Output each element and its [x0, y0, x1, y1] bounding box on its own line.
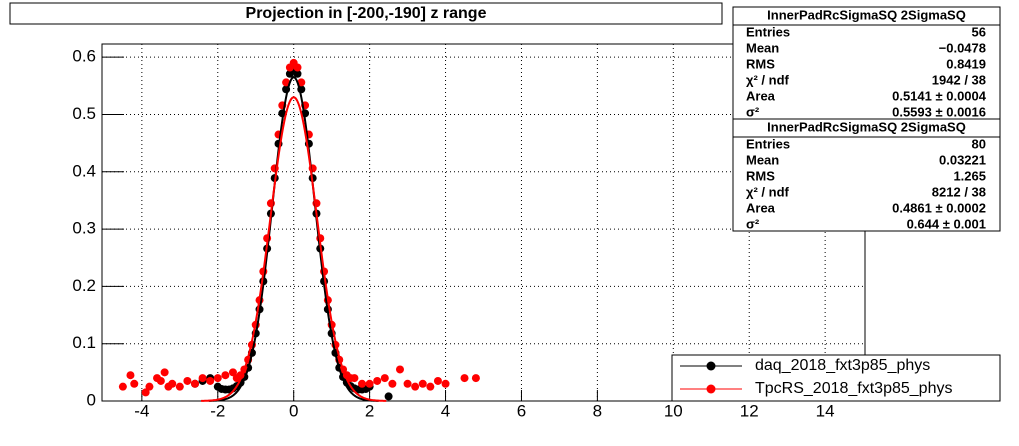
x-tick-label: -4	[134, 401, 149, 420]
data-point	[293, 63, 302, 72]
stats-label: Area	[746, 200, 776, 215]
x-tick-label: -2	[210, 401, 225, 420]
stats-label: Entries	[746, 136, 790, 151]
y-tick-label: 0.1	[72, 333, 96, 352]
x-tick-label: 14	[816, 401, 835, 420]
stats-value: 56	[972, 24, 986, 39]
stats-value: 0.644 ± 0.001	[907, 216, 986, 231]
stats-label: RMS	[746, 56, 775, 71]
data-point	[191, 379, 200, 388]
stats-label: σ²	[746, 216, 760, 231]
y-tick-label: 0.3	[72, 219, 96, 238]
x-tick-label: 6	[517, 401, 526, 420]
data-point	[141, 388, 150, 397]
y-tick-label: 0.6	[72, 47, 96, 66]
data-point	[198, 374, 207, 383]
stats-box	[732, 6, 1001, 120]
legend-box	[671, 354, 1001, 402]
stats-label: Mean	[746, 40, 779, 55]
data-point	[168, 379, 177, 388]
data-point	[471, 374, 480, 383]
fit-curve	[208, 76, 379, 402]
stats-label: χ² / ndf	[746, 184, 790, 199]
x-tick-label: 2	[365, 401, 374, 420]
legend-marker	[706, 361, 716, 371]
stats-title: InnerPadRcSigmaSQ 2SigmaSQ	[767, 7, 966, 22]
title-box	[9, 2, 723, 25]
data-point	[403, 379, 412, 388]
data-point	[160, 368, 169, 377]
stats-label: Mean	[746, 152, 779, 167]
data-point	[380, 374, 389, 383]
stats-value: 0.5141 ± 0.0004	[892, 88, 987, 103]
data-point	[126, 371, 135, 380]
data-point	[388, 379, 397, 388]
stats-value: 0.4861 ± 0.0002	[892, 200, 986, 215]
data-point	[206, 376, 215, 385]
x-tick-label: 4	[441, 401, 450, 420]
legend-marker	[706, 384, 716, 394]
data-point	[297, 78, 306, 87]
data-point	[358, 379, 367, 388]
stats-value: 8212 / 38	[932, 184, 986, 199]
data-point	[460, 374, 469, 383]
data-point	[118, 382, 127, 391]
data-point	[221, 371, 230, 380]
y-tick-label: 0	[87, 390, 96, 409]
stats-value: −0.0478	[939, 40, 986, 55]
data-point	[350, 374, 359, 383]
data-point	[384, 392, 393, 401]
x-tick-label: 12	[740, 401, 759, 420]
data-point	[433, 376, 442, 385]
stats-value: 1942 / 38	[932, 72, 986, 87]
y-tick-label: 0.5	[72, 104, 96, 123]
stats-label: σ²	[746, 104, 760, 119]
data-point	[145, 382, 154, 391]
stats-label: χ² / ndf	[746, 72, 790, 87]
x-tick-label: 8	[593, 401, 602, 420]
data-point	[395, 365, 404, 374]
legend-label: TpcRS_2018_fxt3p85_phys	[755, 380, 952, 397]
data-point	[156, 376, 165, 385]
data-point	[183, 376, 192, 385]
data-point	[213, 374, 222, 383]
stats-value: 0.03221	[939, 152, 986, 167]
data-point	[365, 379, 374, 388]
data-point	[373, 376, 382, 385]
y-tick-label: 0.4	[72, 161, 96, 180]
y-tick-label: 0.2	[72, 276, 96, 295]
data-point	[418, 379, 427, 388]
stats-label: Area	[746, 88, 776, 103]
legend-label: daq_2018_fxt3p85_phys	[755, 357, 930, 374]
stats-value: 0.8419	[946, 56, 986, 71]
chart-title: Projection in [-200,-190] z range	[246, 5, 487, 22]
data-point	[441, 379, 450, 388]
data-point	[293, 69, 302, 78]
data-point	[175, 382, 184, 391]
stats-value: 0.5593 ± 0.0016	[892, 104, 986, 119]
data-point	[228, 368, 237, 377]
stats-value: 80	[972, 136, 986, 151]
data-point	[130, 379, 139, 388]
x-tick-label: 10	[664, 401, 683, 420]
stats-box	[732, 118, 1001, 232]
data-point	[411, 382, 420, 391]
stats-value: 1.265	[953, 168, 986, 183]
fit-curve	[201, 96, 387, 402]
stats-label: Entries	[746, 24, 790, 39]
stats-label: RMS	[746, 168, 775, 183]
data-point	[282, 78, 291, 87]
x-tick-label: 0	[289, 401, 298, 420]
stats-title: InnerPadRcSigmaSQ 2SigmaSQ	[767, 119, 966, 134]
data-point	[426, 382, 435, 391]
